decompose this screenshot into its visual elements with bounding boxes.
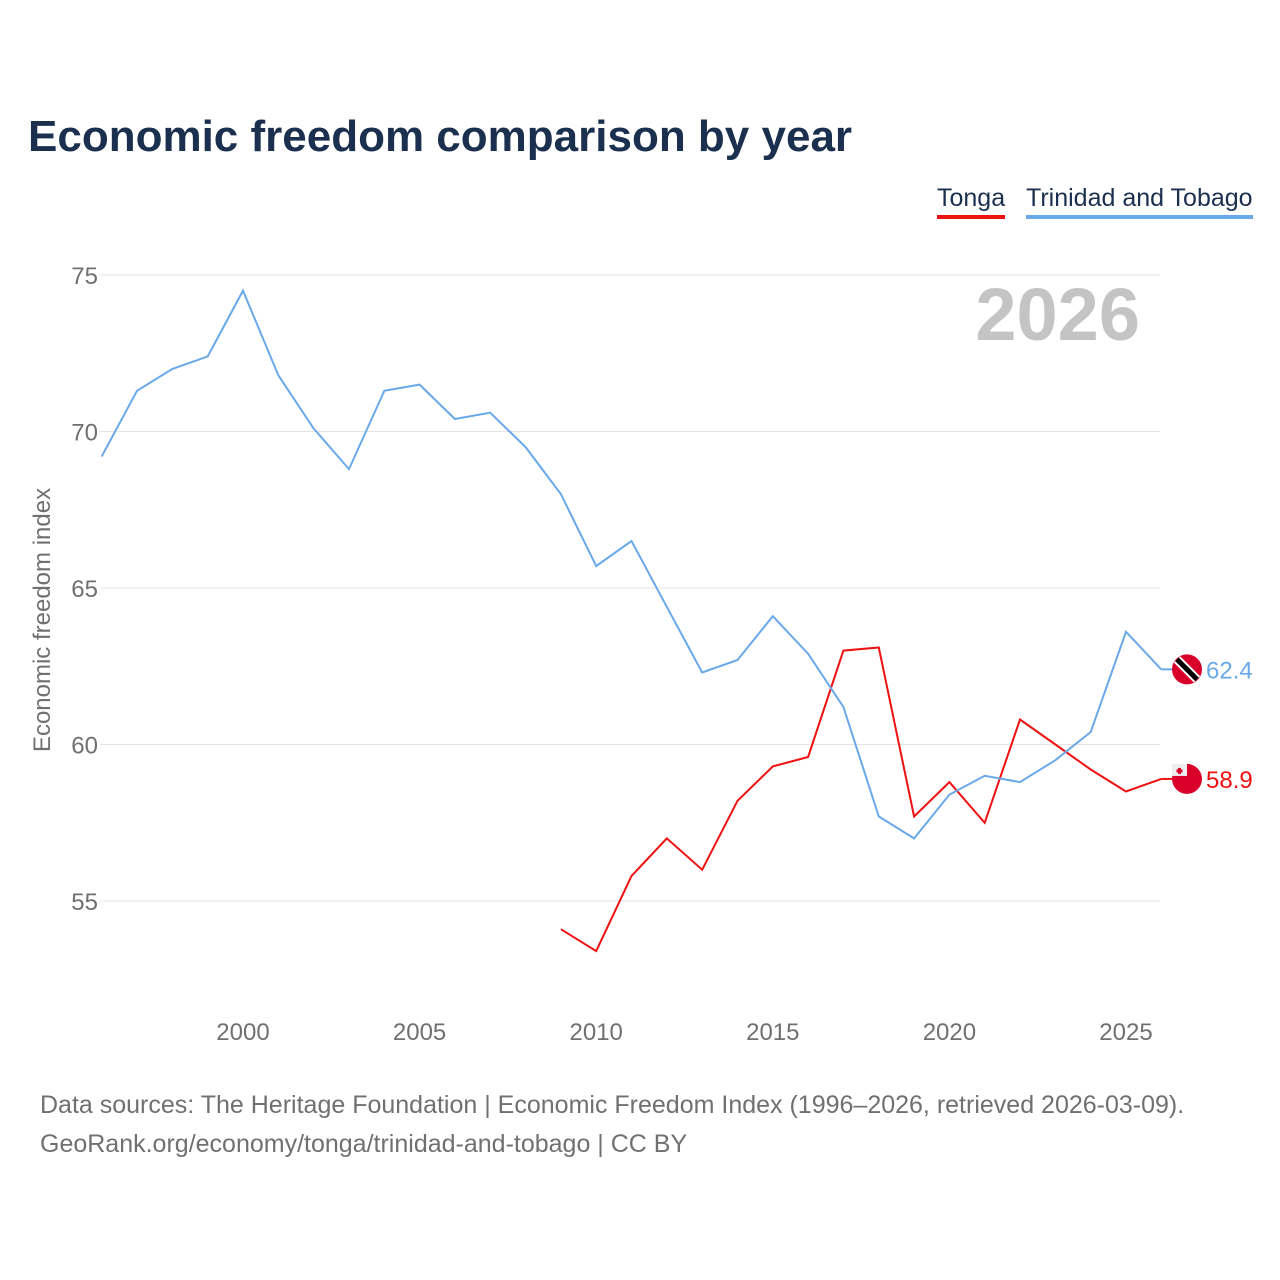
year-watermark: 2026 — [975, 273, 1140, 356]
legend-item-tonga[interactable]: Tonga — [937, 184, 1006, 219]
chart-title: Economic freedom comparison by year — [28, 112, 853, 161]
flag-stripe — [1175, 657, 1199, 682]
x-tick-label: 2010 — [570, 1019, 623, 1046]
x-tick-label: 2005 — [393, 1019, 446, 1046]
end-value-label: 62.4 — [1206, 657, 1253, 684]
x-tick-label: 2015 — [746, 1019, 799, 1046]
footer-link[interactable]: GeoRank.org/economy/tonga/trinidad-and-t… — [40, 1130, 688, 1158]
y-axis-label: Economic freedom index — [29, 488, 56, 752]
y-tick-label: 60 — [71, 733, 98, 760]
y-tick-label: 55 — [71, 889, 98, 916]
y-tick-label: 65 — [71, 576, 98, 603]
y-tick-label: 70 — [71, 420, 98, 447]
series-line-tonga — [560, 646, 1162, 953]
x-tick-label: 2020 — [923, 1019, 976, 1046]
footer: Data sources: The Heritage Foundation | … — [40, 1086, 1184, 1164]
legend-item-trinidad-and-tobago[interactable]: Trinidad and Tobago — [1026, 184, 1253, 219]
end-value-label: 58.9 — [1206, 767, 1253, 794]
y-tick-label: 75 — [71, 263, 98, 290]
footer-sources: Data sources: The Heritage Foundation | … — [40, 1091, 1185, 1119]
x-tick-label: 2025 — [1099, 1019, 1152, 1046]
series-line-trinidad-and-tobago — [100, 288, 1163, 840]
x-tick-label: 2000 — [216, 1019, 269, 1046]
flag-cross — [1176, 769, 1183, 773]
